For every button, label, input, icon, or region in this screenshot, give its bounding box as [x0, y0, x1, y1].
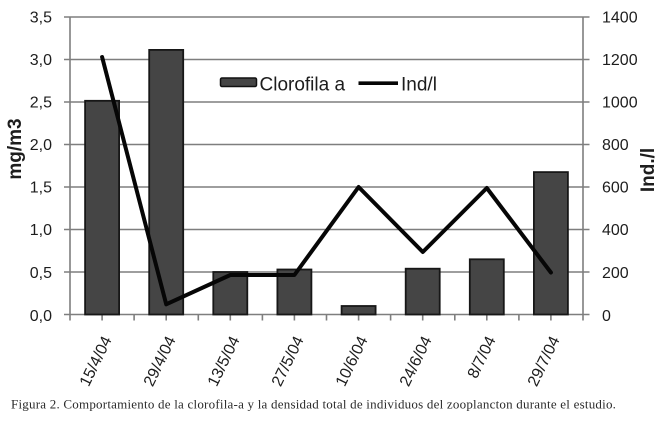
svg-text:3,5: 3,5	[30, 10, 52, 27]
svg-text:27/5/04: 27/5/04	[269, 334, 308, 390]
svg-text:3,0: 3,0	[30, 52, 52, 69]
svg-text:8/7/04: 8/7/04	[465, 334, 500, 382]
svg-text:mg/m3: mg/m3	[5, 118, 26, 179]
svg-text:200: 200	[602, 265, 629, 282]
svg-text:Ind/l: Ind/l	[401, 74, 437, 95]
svg-text:600: 600	[602, 180, 629, 197]
svg-text:Figura 2. Comportamiento de la: Figura 2. Comportamiento de la clorofila…	[11, 397, 616, 412]
svg-text:29/7/04: 29/7/04	[525, 334, 564, 390]
svg-text:0,0: 0,0	[30, 308, 52, 325]
svg-text:0: 0	[602, 308, 611, 325]
svg-text:10/6/04: 10/6/04	[333, 334, 372, 390]
svg-text:1000: 1000	[602, 95, 638, 112]
svg-text:1,5: 1,5	[30, 180, 52, 197]
svg-text:1400: 1400	[602, 10, 638, 27]
svg-text:Clorofila a: Clorofila a	[260, 74, 346, 95]
svg-text:2,5: 2,5	[30, 95, 52, 112]
svg-text:400: 400	[602, 222, 629, 239]
svg-text:1200: 1200	[602, 52, 638, 69]
svg-text:2,0: 2,0	[30, 137, 52, 154]
svg-text:Ind./l: Ind./l	[638, 148, 659, 192]
svg-text:15/4/04: 15/4/04	[77, 334, 116, 390]
svg-text:24/6/04: 24/6/04	[397, 334, 436, 390]
svg-text:13/5/04: 13/5/04	[205, 334, 244, 390]
svg-text:0,5: 0,5	[30, 265, 52, 282]
svg-text:1,0: 1,0	[30, 222, 52, 239]
svg-text:29/4/04: 29/4/04	[141, 334, 180, 390]
svg-text:800: 800	[602, 137, 629, 154]
